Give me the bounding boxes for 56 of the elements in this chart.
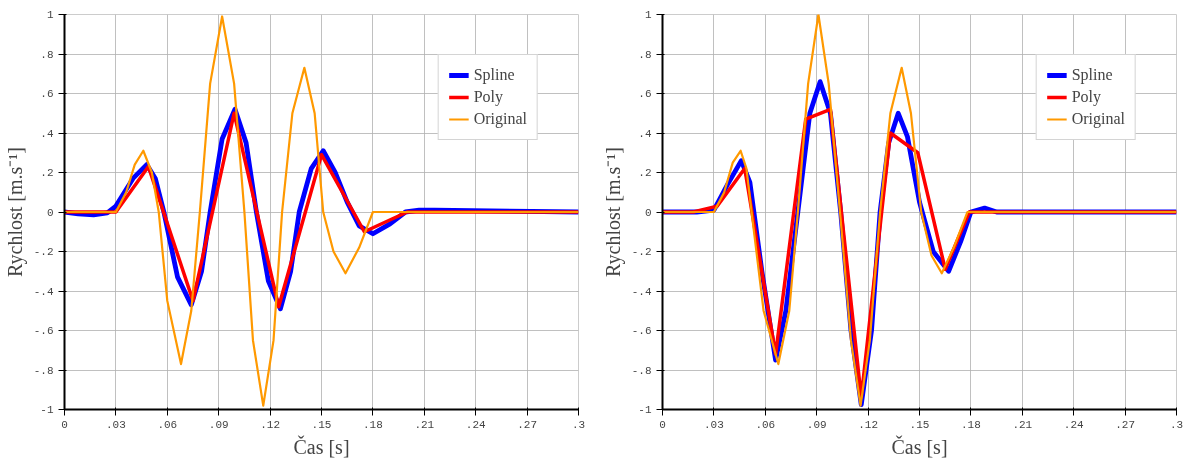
x-tick-label: .21 [414, 418, 435, 431]
line-series [662, 14, 1177, 407]
x-tick-label: .3 [571, 418, 586, 431]
line-series [64, 15, 579, 407]
y-tick-label: -.6 [631, 325, 652, 337]
y-tick-label: 0 [644, 206, 652, 219]
y-tick-label: 1 [46, 9, 54, 21]
y-tick-label: .2 [40, 167, 54, 179]
x-tick-label: .24 [1063, 418, 1084, 431]
x-tick-label: .06 [157, 418, 178, 431]
y-tick-label: -.4 [631, 285, 652, 298]
y-tick-label: -.8 [33, 364, 54, 377]
y-tick-label: 1 [644, 9, 652, 21]
legend-label: Original [473, 110, 527, 128]
x-tick-label: .18 [961, 418, 981, 431]
x-tick-label: .15 [311, 418, 332, 431]
x-axis-title: Čas [s] [293, 434, 350, 458]
y-tick-label: -.4 [33, 285, 54, 298]
x-tick-label: .09 [208, 418, 229, 431]
y-tick-label: -1 [638, 404, 652, 416]
y-tick-label: .4 [638, 127, 652, 140]
legend-label: Original [1071, 110, 1125, 128]
legend-label: Spline [1071, 66, 1113, 84]
y-tick-label: .8 [638, 48, 652, 61]
x-tick-label: .27 [517, 418, 538, 431]
x-tick-label: .03 [106, 418, 126, 431]
y-tick-label: .6 [638, 88, 652, 100]
x-tick-label: 0 [61, 418, 68, 431]
x-tick-label: .18 [363, 418, 383, 431]
y-tick-label: .8 [40, 48, 54, 61]
x-tick-label: .21 [1012, 418, 1033, 431]
legend-label: Poly [473, 88, 504, 106]
x-tick-label: .24 [465, 418, 486, 431]
x-axis-title: Čas [s] [891, 434, 948, 458]
y-axis-title: Rychlost [m.s⁻¹] [601, 147, 625, 277]
x-tick-label: .3 [1169, 418, 1184, 431]
y-tick-label: -.8 [631, 364, 652, 377]
y-tick-label: -.2 [631, 246, 652, 258]
x-tick-label: .12 [260, 418, 281, 431]
y-axis-title: Rychlost [m.s⁻¹] [3, 147, 27, 277]
y-tick-label: .2 [638, 167, 652, 179]
x-tick-label: 0 [659, 418, 666, 431]
y-tick-label: .6 [40, 88, 54, 100]
y-tick-label: -.2 [33, 246, 54, 258]
y-tick-label: .4 [40, 127, 54, 140]
x-tick-label: .12 [858, 418, 879, 431]
legend-label: Spline [473, 66, 515, 84]
y-tick-label: 0 [46, 206, 54, 219]
x-tick-label: .09 [806, 418, 827, 431]
y-tick-label: -1 [40, 404, 54, 416]
x-tick-label: .06 [755, 418, 776, 431]
x-tick-label: .03 [704, 418, 724, 431]
y-tick-label: -.6 [33, 325, 54, 337]
legend-label: Poly [1071, 88, 1102, 106]
x-tick-label: .15 [909, 418, 930, 431]
x-tick-label: .27 [1115, 418, 1136, 431]
